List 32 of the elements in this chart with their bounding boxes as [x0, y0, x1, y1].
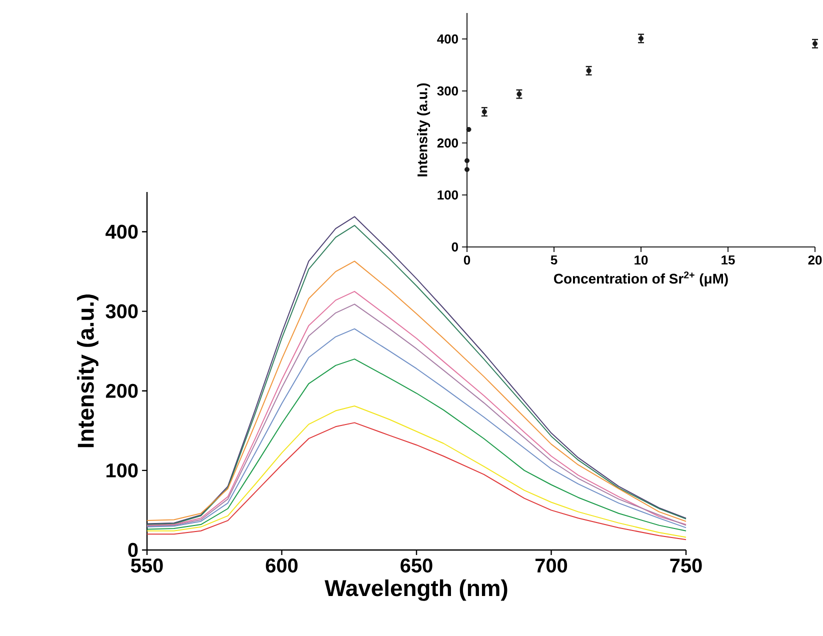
point	[586, 68, 592, 74]
y-tick-label: 400	[437, 34, 458, 44]
y-tick-label: 300	[106, 304, 138, 318]
x-tick-label: 10	[634, 255, 648, 265]
point	[466, 126, 472, 132]
y-axis-title: Intensity (a.u.)	[417, 83, 430, 176]
x-tick-label: 0	[464, 255, 470, 265]
point	[482, 109, 487, 114]
y-tick-label: 200	[437, 138, 458, 148]
y-tick-label: 300	[437, 86, 458, 96]
line-series	[146, 358, 687, 532]
y-tick-label: 0	[452, 242, 458, 252]
y-axis-title: Intensity (a.u.)	[77, 294, 98, 448]
y-tick-label: 0	[128, 542, 138, 558]
y-tick-label: 400	[106, 224, 138, 239]
point	[464, 167, 470, 172]
x-tick-label: 650	[400, 558, 432, 573]
point	[464, 158, 470, 164]
x-tick-label: 750	[670, 558, 702, 573]
x-tick-label: 20	[808, 255, 822, 265]
x-axis-title: Wavelength (nm)	[324, 579, 508, 601]
x-tick-label: 15	[722, 255, 735, 265]
x-tick-label: 5	[550, 255, 558, 265]
x-tick-label: 550	[130, 558, 163, 573]
x-axis-title: Concentration of Sr$^{2+}$ (μM)	[554, 272, 728, 286]
y-tick-label: 200	[106, 384, 138, 398]
point	[516, 92, 522, 97]
y-tick-label: 100	[106, 463, 138, 478]
x-tick-label: 700	[535, 558, 568, 573]
x-tick-label: 600	[266, 558, 298, 573]
point	[638, 36, 644, 41]
y-tick-label: 100	[438, 190, 458, 200]
